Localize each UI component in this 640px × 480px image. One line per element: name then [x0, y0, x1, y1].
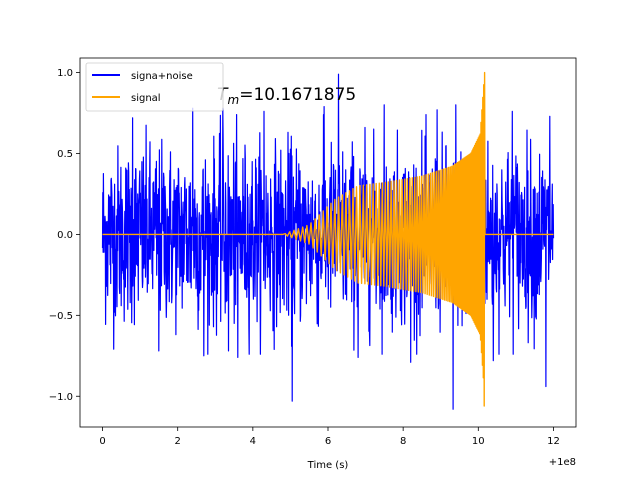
series-layer — [101, 71, 555, 410]
y-axis: −1.0 −0.5 0.0 0.5 1.0 — [49, 68, 80, 403]
x-tick-label: 6 — [325, 436, 331, 447]
y-tick-label: 0.0 — [57, 230, 73, 241]
annotation-subscript: m — [228, 93, 240, 107]
x-axis: 0 2 4 6 8 10 12 — [99, 427, 560, 447]
x-tick-label: 8 — [400, 436, 406, 447]
x-tick-label: 0 — [99, 436, 105, 447]
x-axis-offset-label: +1e8 — [549, 457, 576, 468]
series-signal-line — [102, 71, 554, 407]
annotation-value: =10.1671875 — [239, 85, 356, 105]
y-tick-label: 0.5 — [57, 149, 73, 160]
legend: signa+noise signal — [85, 62, 224, 112]
legend-label-signal: signal — [131, 93, 161, 104]
x-tick-label: 12 — [547, 436, 560, 447]
legend-box — [85, 62, 224, 112]
y-tick-label: −1.0 — [49, 392, 73, 403]
x-tick-label: 10 — [472, 436, 485, 447]
y-tick-label: 1.0 — [57, 68, 73, 79]
y-tick-label: −0.5 — [49, 311, 73, 322]
legend-label-signal-noise: signa+noise — [131, 71, 193, 82]
x-tick-label: 2 — [175, 436, 181, 447]
x-tick-label: 4 — [250, 436, 256, 447]
x-axis-label: Time (s) — [307, 460, 349, 471]
